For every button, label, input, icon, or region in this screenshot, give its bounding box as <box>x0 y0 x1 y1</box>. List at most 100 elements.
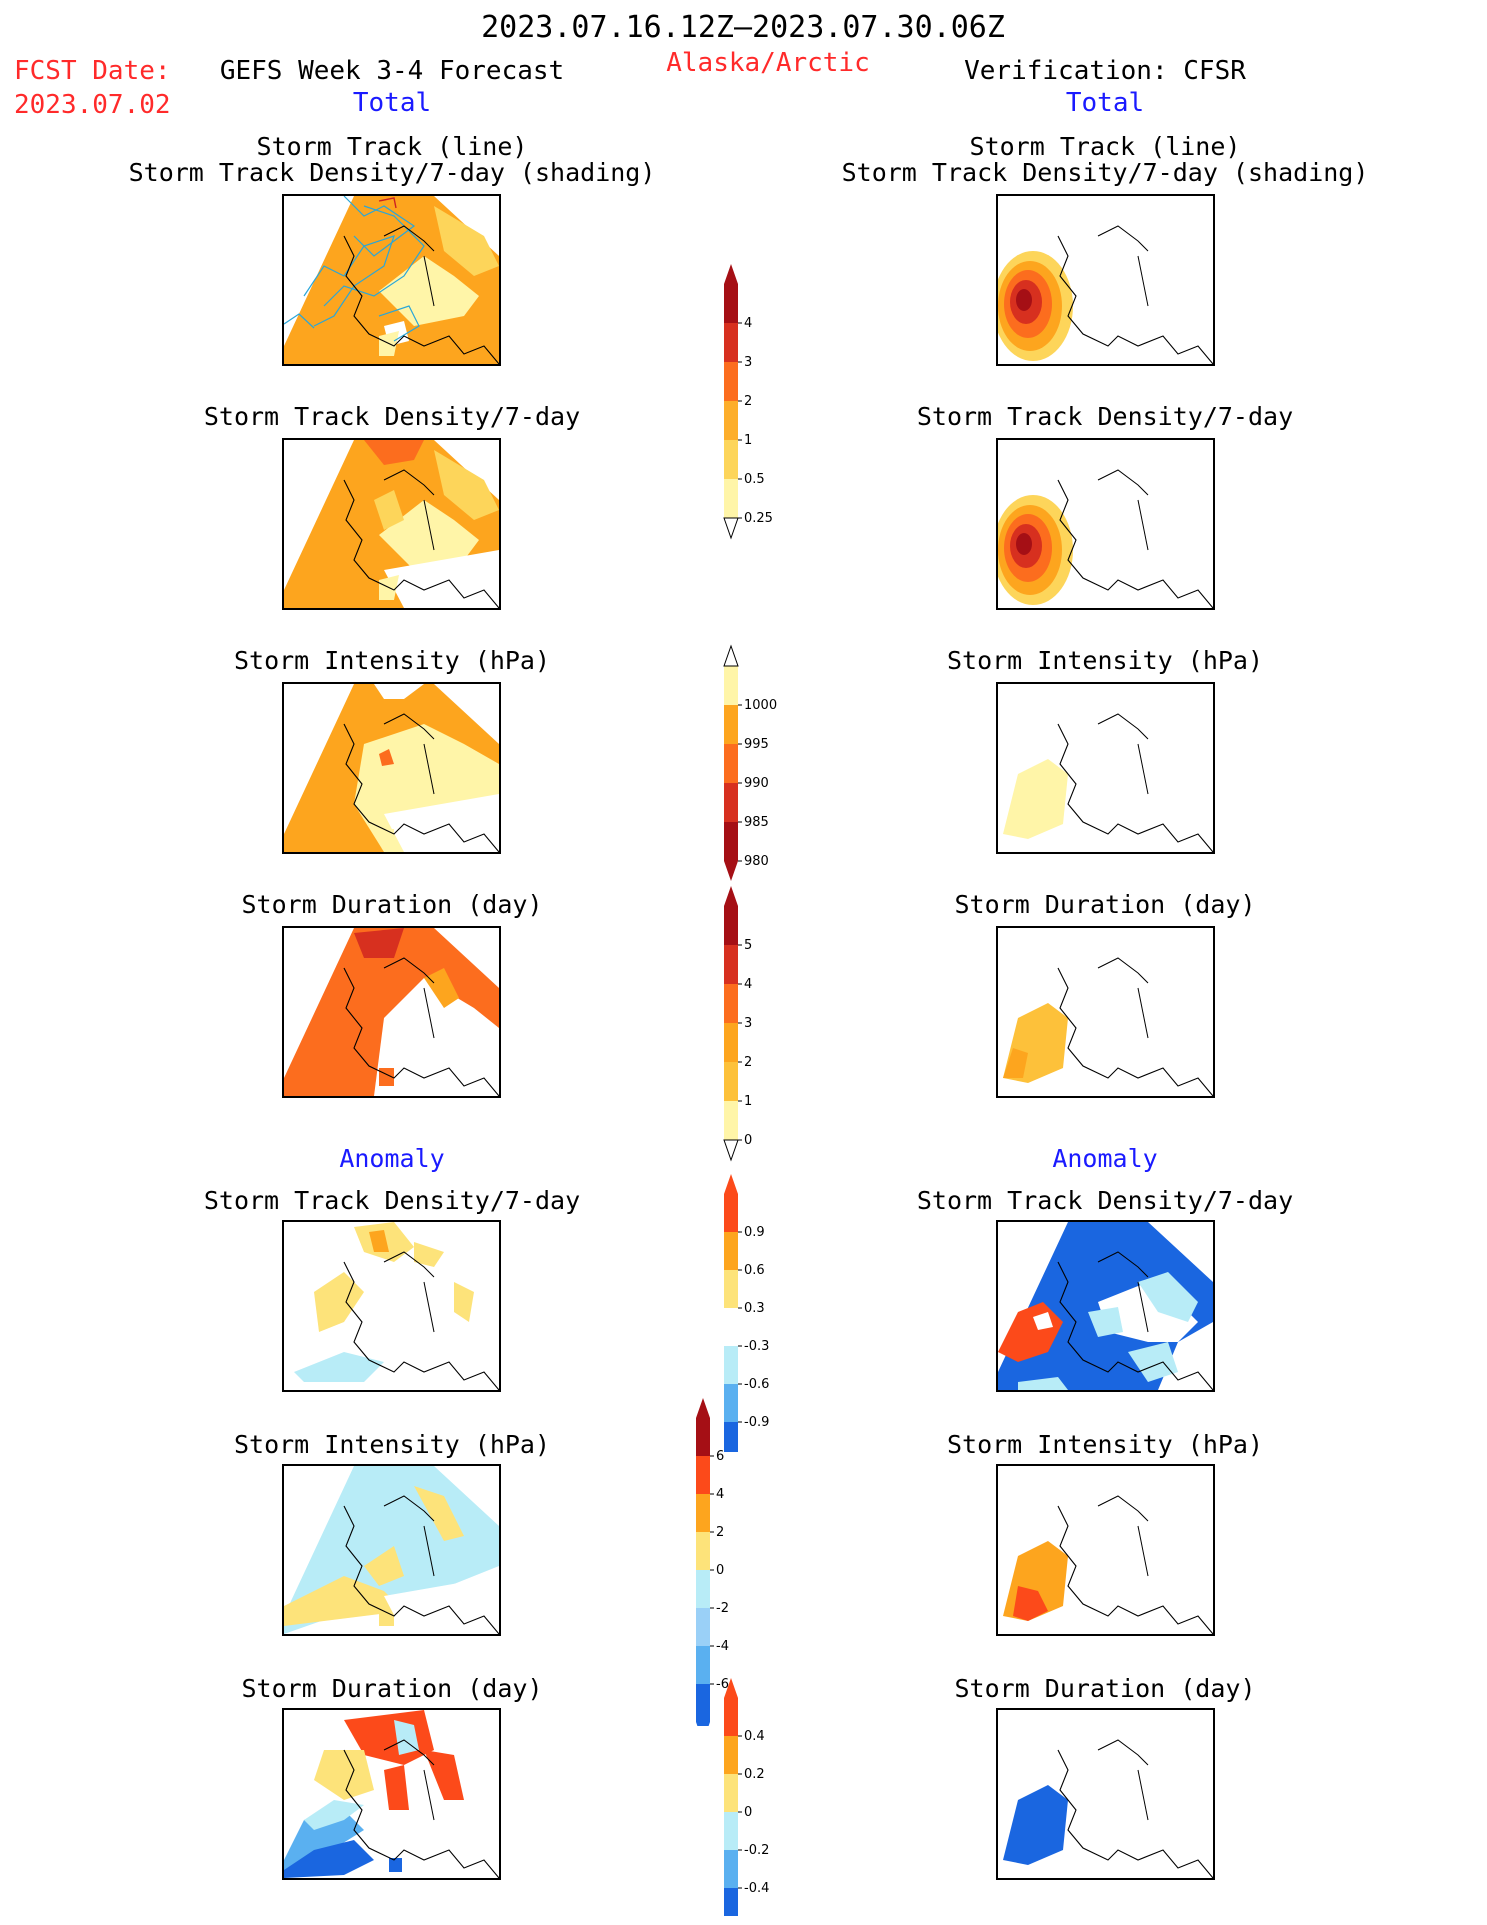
left-anom-intensity-title: Storm Intensity (hPa) <box>233 1430 551 1459</box>
colorbar-swatch <box>724 284 738 323</box>
colorbar-swatch <box>724 1062 738 1101</box>
colorbar-swatch <box>696 1684 710 1722</box>
colorbar-top-arrow <box>724 886 738 906</box>
colorbar-label: 0 <box>744 1805 752 1820</box>
colorbar-swatch <box>724 1232 738 1270</box>
colorbar-swatch <box>724 1384 738 1422</box>
fcst-date-value: 2023.07.02 <box>14 90 171 120</box>
right-total-label: Total <box>1065 88 1145 118</box>
colorbar-anomaly-intensity: 6 4 2 0 -2 -4 -6 <box>696 1398 729 1726</box>
map-panel-cfsr-anomaly-duration <box>996 1708 1215 1880</box>
colorbar-swatch <box>724 1888 738 1916</box>
colorbar-label: 0.25 <box>744 511 773 526</box>
left-track-line-title: Storm Track (line) <box>256 132 528 161</box>
colorbar-label: -0.6 <box>744 1377 769 1392</box>
map-panel-forecast-track <box>282 194 501 366</box>
map-panel-cfsr-density <box>996 438 1215 610</box>
colorbar-swatch <box>724 362 738 401</box>
colorbar-bottom-arrow <box>724 861 738 881</box>
map-panel-forecast-intensity <box>282 682 501 854</box>
colorbar-label: 985 <box>744 815 769 830</box>
colorbar-label: 0.5 <box>744 472 765 487</box>
colorbar-swatch <box>724 822 738 861</box>
colorbar-swatch <box>724 1101 738 1140</box>
colorbar-swatch <box>724 1698 738 1736</box>
colorbar-anomaly-duration: 0.4 0.2 0 -0.2 -0.4 <box>724 1678 769 1916</box>
colorbar-swatch <box>724 744 738 783</box>
colorbar-label: 4 <box>744 977 752 992</box>
colorbar-swatch <box>696 1570 710 1608</box>
colorbar-label: -0.9 <box>744 1415 769 1430</box>
colorbar-label: 5 <box>744 938 752 953</box>
left-column-title: GEFS Week 3-4 Forecast <box>219 56 565 86</box>
colorbar-bottom-arrow <box>723 1139 739 1162</box>
colorbar-label: 3 <box>744 355 752 370</box>
colorbar-top-arrow <box>724 264 738 284</box>
colorbar-label: 1 <box>744 1094 752 1109</box>
colorbar-swatch <box>724 323 738 362</box>
colorbar-swatch <box>724 1308 738 1346</box>
colorbar-label: 0.2 <box>744 1767 765 1782</box>
colorbar-swatch <box>724 945 738 984</box>
colorbar-label: 1 <box>744 433 752 448</box>
colorbar-label: -0.3 <box>744 1339 769 1354</box>
colorbar-intensity: 1000 995 990 985 980 <box>723 644 777 881</box>
right-density-title: Storm Track Density/7-day <box>916 402 1294 431</box>
colorbar-label: -6 <box>716 1677 729 1692</box>
map-panel-cfsr-track <box>996 194 1215 366</box>
colorbar-swatch <box>696 1494 710 1532</box>
colorbar-label: 990 <box>744 776 769 791</box>
colorbar-label: -0.4 <box>744 1881 769 1896</box>
colorbar-swatch <box>724 1270 738 1308</box>
map-panel-forecast-anomaly-duration <box>282 1708 501 1880</box>
map-panel-forecast-duration <box>282 926 501 1098</box>
colorbar-swatch <box>724 401 738 440</box>
colorbar-label: 0.9 <box>744 1225 765 1240</box>
map-panel-cfsr-anomaly-density <box>996 1220 1215 1392</box>
colorbar-density: 4 3 2 1 0.5 0.25 <box>723 264 773 540</box>
map-panel-forecast-anomaly-density <box>282 1220 501 1392</box>
map-panel-cfsr-intensity <box>996 682 1215 854</box>
colorbar-top-arrow <box>696 1398 710 1418</box>
colorbar-label: 995 <box>744 737 769 752</box>
colorbar-label: 4 <box>744 316 752 331</box>
right-anom-density-title: Storm Track Density/7-day <box>916 1186 1294 1215</box>
right-track-shading-title: Storm Track Density/7-day (shading) <box>841 158 1369 187</box>
map-panel-cfsr-anomaly-intensity <box>996 1464 1215 1636</box>
colorbar-swatch <box>724 1812 738 1850</box>
colorbar-label: 0.3 <box>744 1301 765 1316</box>
colorbar-label: 2 <box>744 394 752 409</box>
colorbar-swatch <box>724 705 738 744</box>
left-anomaly-label: Anomaly <box>339 1144 445 1173</box>
colorbar-label: 1000 <box>744 698 777 713</box>
colorbar-label: -2 <box>716 1601 729 1616</box>
right-column-title: Verification: CFSR <box>964 56 1246 86</box>
right-anom-intensity-title: Storm Intensity (hPa) <box>946 1430 1264 1459</box>
left-track-shading-title: Storm Track Density/7-day (shading) <box>128 158 656 187</box>
colorbar-swatch <box>696 1608 710 1646</box>
colorbar-anomaly-density: 0.9 0.6 0.3 -0.3 -0.6 -0.9 <box>724 1174 769 1452</box>
left-duration-title: Storm Duration (day) <box>241 890 543 919</box>
colorbar-swatch <box>724 984 738 1023</box>
right-intensity-title: Storm Intensity (hPa) <box>946 646 1264 675</box>
colorbar-label: 0.6 <box>744 1263 765 1278</box>
colorbar-label: 2 <box>716 1525 724 1540</box>
colorbar-top-arrow <box>724 1678 738 1698</box>
right-track-line-title: Storm Track (line) <box>969 132 1241 161</box>
colorbar-swatch <box>696 1646 710 1684</box>
left-anom-duration-title: Storm Duration (day) <box>241 1674 543 1703</box>
colorbar-swatch <box>724 1023 738 1062</box>
colorbar-swatch <box>724 440 738 479</box>
colorbar-duration: 5 4 3 2 1 0 <box>723 886 752 1162</box>
colorbar-swatch <box>696 1456 710 1494</box>
left-total-label: Total <box>352 88 432 118</box>
colorbar-bottom-arrow <box>723 517 739 540</box>
colorbar-swatch <box>724 906 738 945</box>
colorbar-swatch <box>724 1736 738 1774</box>
map-panel-cfsr-duration <box>996 926 1215 1098</box>
colorbar-label: 4 <box>716 1487 724 1502</box>
right-duration-title: Storm Duration (day) <box>954 890 1256 919</box>
left-anom-density-title: Storm Track Density/7-day <box>203 1186 581 1215</box>
region-title: Alaska/Arctic <box>666 48 870 78</box>
colorbar-label: 3 <box>744 1016 752 1031</box>
